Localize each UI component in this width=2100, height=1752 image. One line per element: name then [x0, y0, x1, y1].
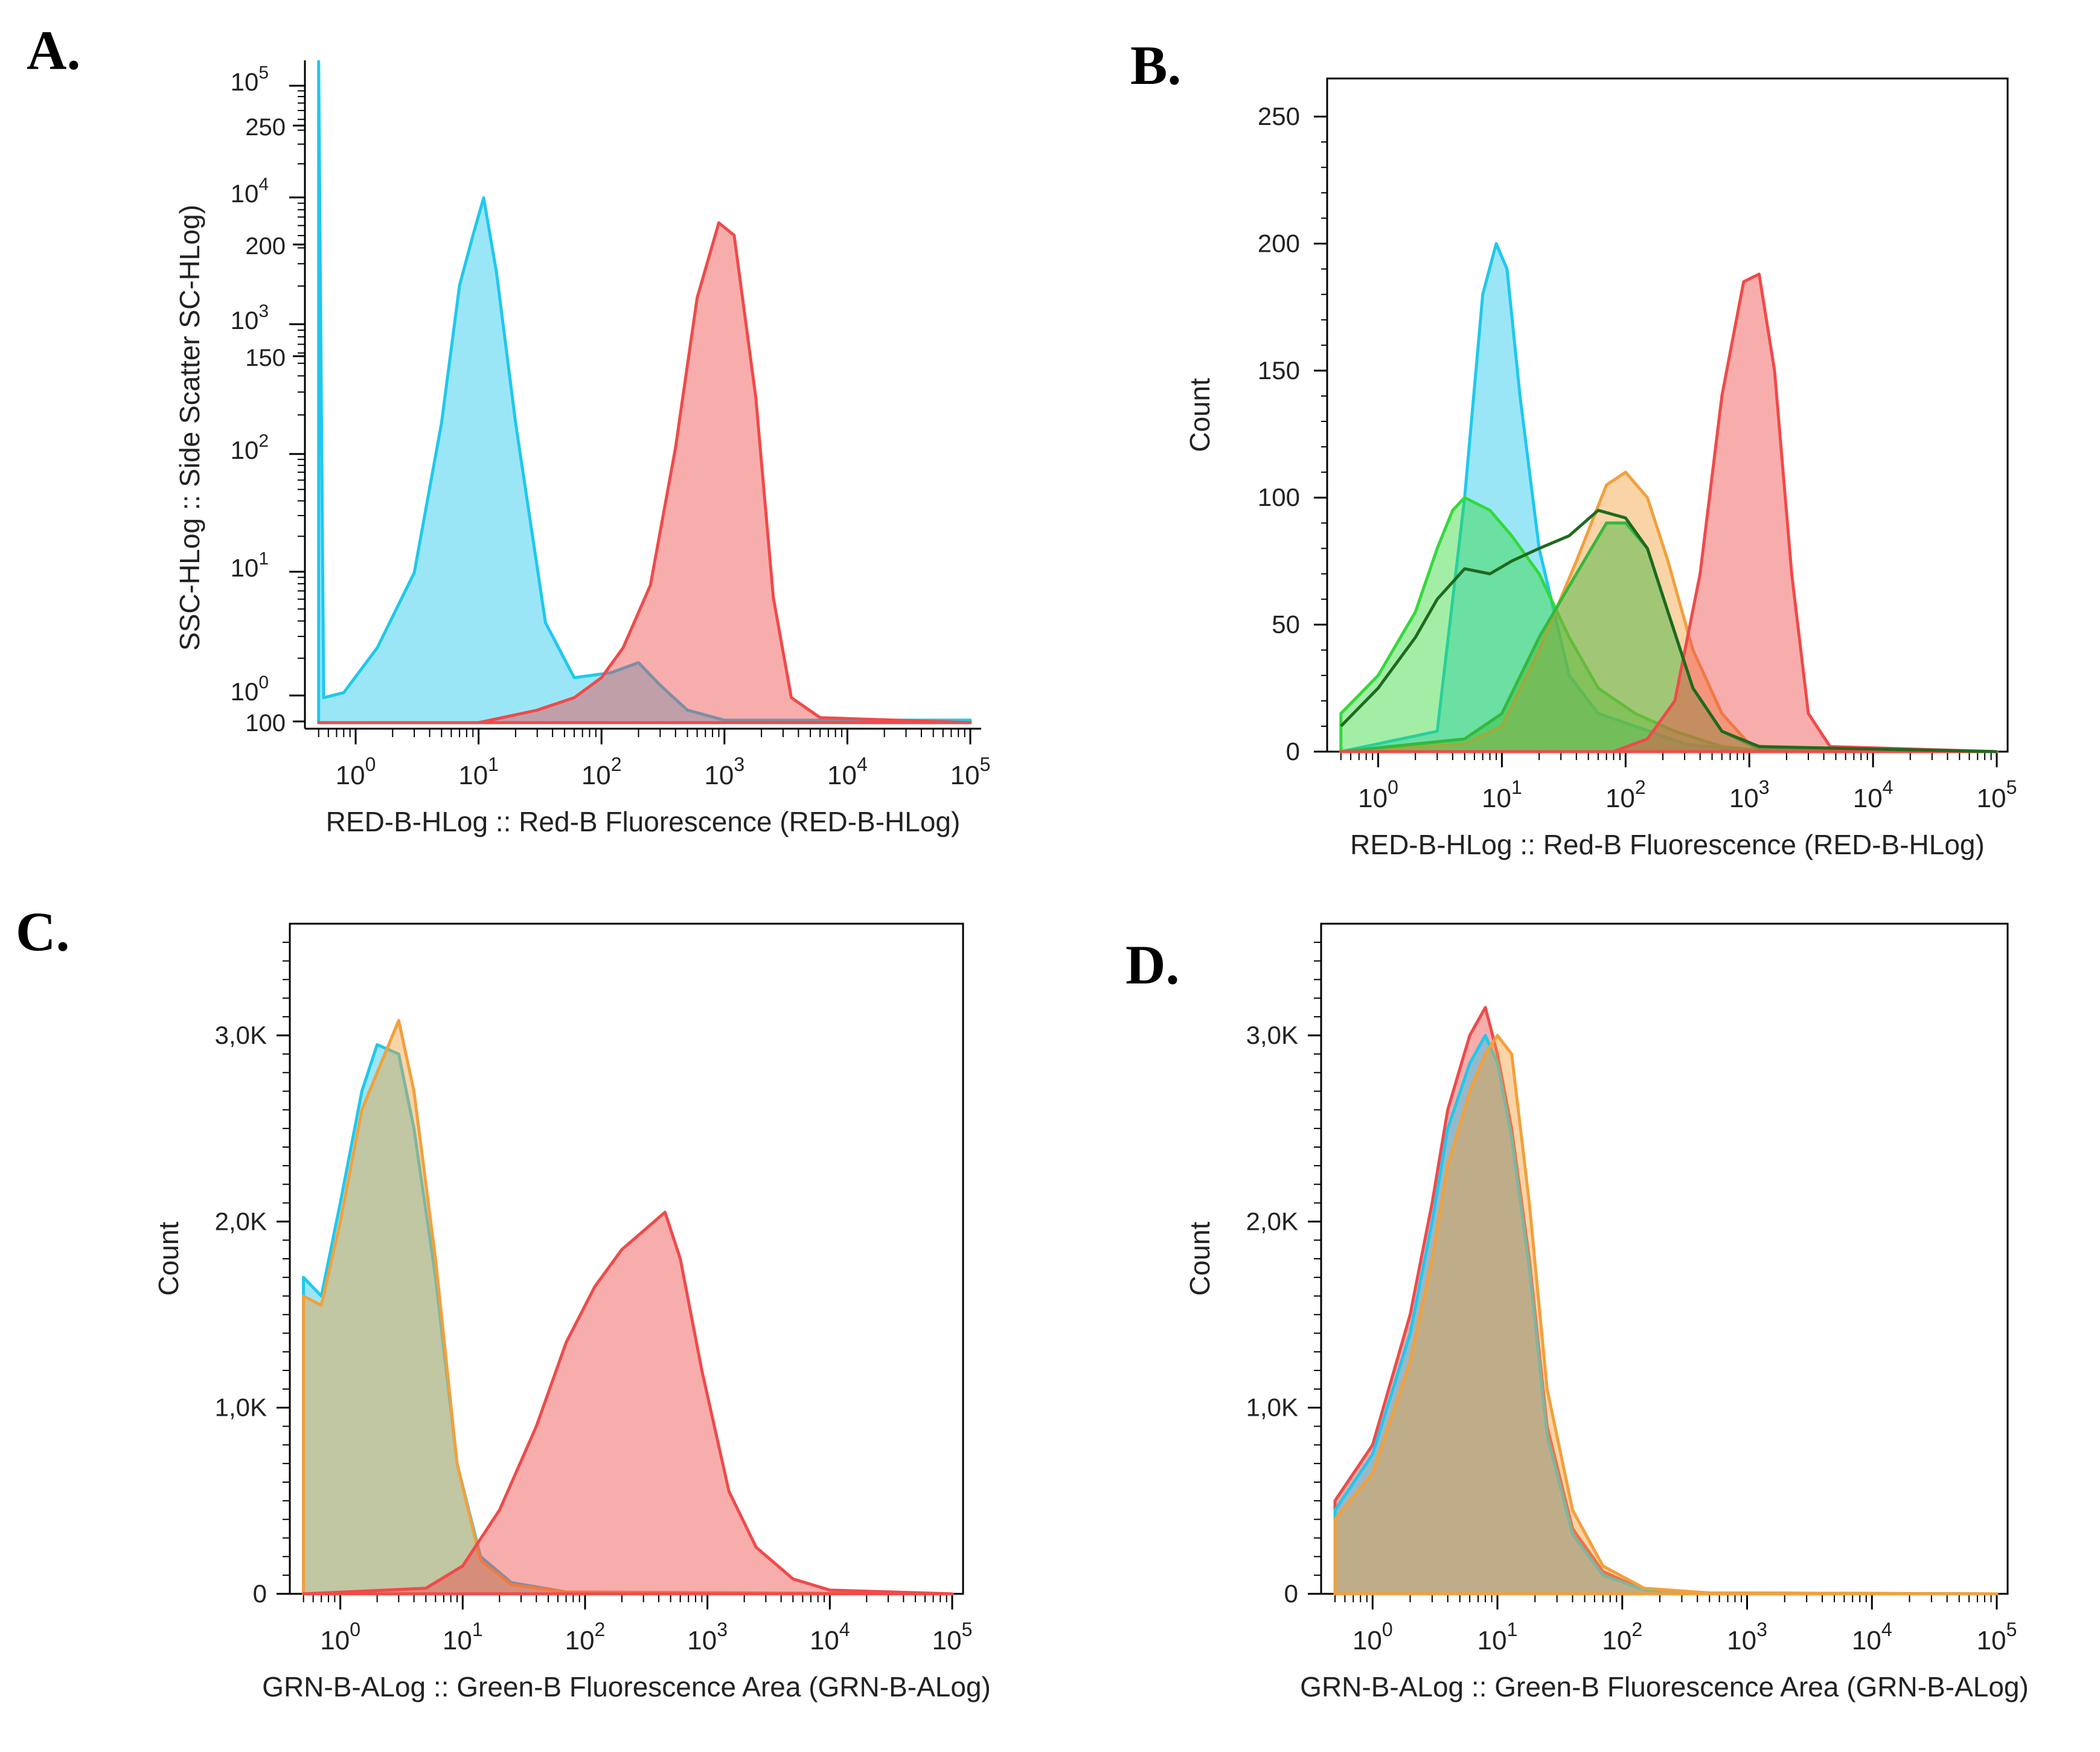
panel-d-x-tick-label: 105 — [1977, 1619, 2017, 1655]
panel-a-x-tick-label: 102 — [581, 753, 622, 790]
panel-c-x-tick-label: 103 — [687, 1619, 728, 1655]
panel-letter-c: C. — [16, 901, 70, 962]
panel-c-y-tick-label: 0 — [253, 1579, 267, 1608]
panel-d-x-tick-label: 102 — [1602, 1619, 1642, 1655]
panel-c-y-tick-label: 1,0K — [215, 1393, 267, 1422]
panel-c-y-axis-label: Count — [153, 1221, 184, 1296]
panel-letter-d: D. — [1125, 934, 1180, 996]
panel-b-y-tick-label: 250 — [1258, 102, 1300, 130]
panel-d-y-tick-label: 3,0K — [1246, 1021, 1298, 1049]
panel-d-y-tick-label: 1,0K — [1246, 1393, 1298, 1422]
panel-c-x-tick-label: 104 — [810, 1619, 850, 1655]
panel-b-x-tick-label: 104 — [1853, 776, 1894, 813]
panel-a-y-log-label: 102 — [231, 431, 269, 464]
panel-a-x-tick-label: 101 — [458, 753, 499, 790]
panel-b-y-tick-label: 200 — [1258, 229, 1300, 257]
panel-b-y-tick-label: 150 — [1258, 356, 1300, 385]
panel-b-x-tick-label: 102 — [1605, 776, 1646, 813]
panel-a-x-tick-label: 100 — [336, 753, 376, 790]
panel-d-y-tick-label: 0 — [1284, 1579, 1298, 1608]
panel-c-y-tick-label: 3,0K — [215, 1021, 267, 1049]
panel-a-x-tick-label: 104 — [827, 753, 868, 790]
panel-a-y-log-label: 103 — [231, 301, 269, 334]
panel-a-y-count-label: 200 — [245, 233, 286, 260]
panel-d-x-axis-label: GRN-B-ALog :: Green-B Fluorescence Area … — [1300, 1671, 2029, 1702]
panel-d-series-orange-area — [1333, 1034, 1999, 1596]
panel-a-y-count-label: 150 — [245, 345, 286, 371]
panel-c-y-tick-label: 2,0K — [215, 1207, 267, 1235]
panel-a-y-log-label: 104 — [231, 174, 269, 208]
panel-b-y-axis-label: Count — [1184, 378, 1215, 452]
panel-c-series-red-area — [302, 1210, 954, 1596]
panel-b-y-tick-label: 100 — [1258, 483, 1300, 511]
panel-b-x-axis-label: RED-B-HLog :: Red-B Fluorescence (RED-B-… — [1350, 829, 1985, 860]
panel-a-y-count-label: 100 — [245, 710, 286, 737]
panel-c-x-tick-label: 105 — [932, 1619, 973, 1655]
panel-c-x-tick-label: 102 — [565, 1619, 606, 1655]
panel-a-x-axis-label: RED-B-HLog :: Red-B Fluorescence (RED-B-… — [326, 806, 961, 837]
panel-letter-a: A. — [27, 19, 81, 81]
panel-c-series-orange-area — [302, 1018, 954, 1596]
panel-d-y-axis-label: Count — [1184, 1221, 1215, 1296]
panel-a-y-axis-label: SSC-HLog :: Side Scatter SC-HLog) — [174, 205, 205, 651]
panel-d-x-tick-label: 103 — [1727, 1619, 1767, 1655]
panel-b-y-tick-label: 0 — [1286, 737, 1300, 766]
panel-b-series-red-area — [1339, 272, 1999, 753]
panel-b-series-green_dark-line — [1340, 508, 1997, 753]
panel-c-x-tick-label: 101 — [443, 1619, 483, 1655]
panel-letter-b: B. — [1130, 34, 1182, 96]
panel-d-x-tick-label: 104 — [1852, 1619, 1892, 1655]
panel-a-y-log-label: 100 — [231, 673, 269, 706]
panel-a-x-tick-label: 103 — [704, 753, 744, 790]
panel-d-y-tick-label: 2,0K — [1246, 1207, 1298, 1235]
panel-c-x-axis-label: GRN-B-ALog :: Green-B Fluorescence Area … — [262, 1671, 991, 1702]
panel-b-x-tick-label: 103 — [1729, 776, 1770, 813]
panel-b-y-tick-label: 50 — [1272, 610, 1300, 639]
panel-d-x-tick-label: 101 — [1477, 1619, 1518, 1655]
panel-a-y-log-label: 105 — [231, 63, 269, 96]
panel-a-x-tick-label: 105 — [950, 753, 991, 790]
panel-c-x-tick-label: 100 — [320, 1619, 360, 1655]
panel-d-x-tick-label: 100 — [1353, 1619, 1393, 1655]
panel-b-x-tick-label: 101 — [1482, 776, 1522, 813]
panel-a-series-cyan-area — [317, 60, 972, 724]
panel-b-x-tick-label: 100 — [1358, 776, 1398, 813]
panel-b-x-tick-label: 105 — [1977, 776, 2017, 813]
panel-a-series-red-area — [317, 221, 972, 724]
panel-a-y-log-label: 101 — [231, 549, 269, 582]
panel-a-y-count-label: 250 — [245, 114, 286, 141]
